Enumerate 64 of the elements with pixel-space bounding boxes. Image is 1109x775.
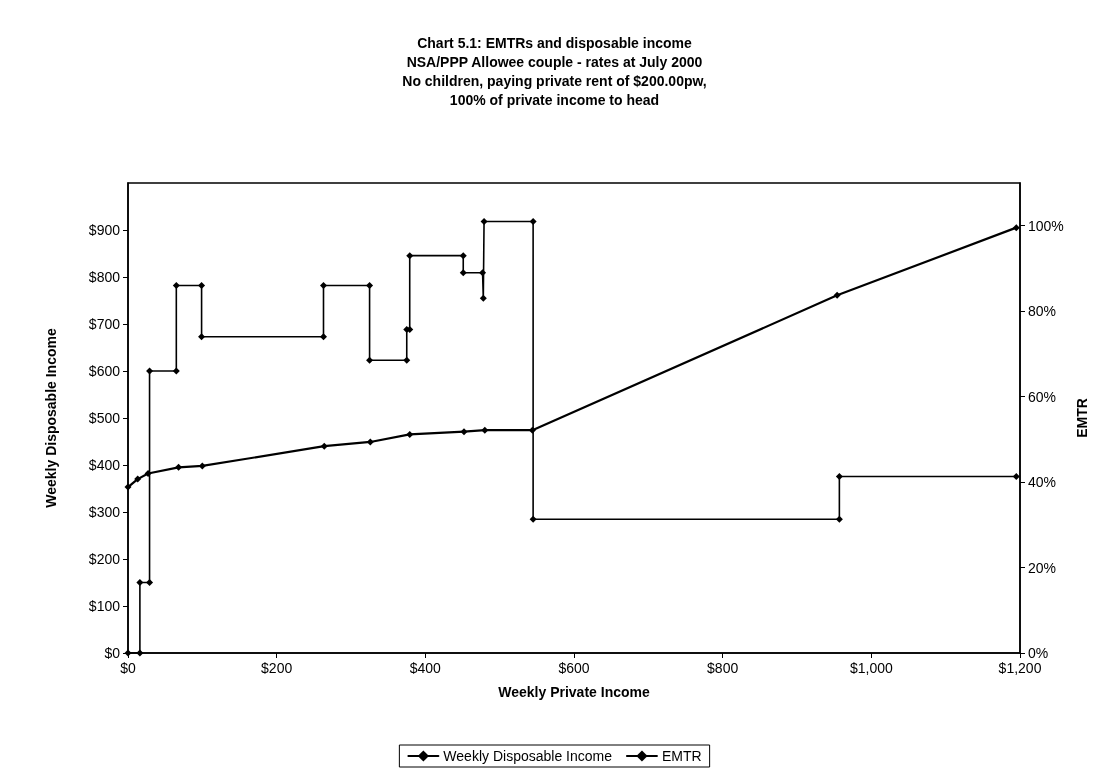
point <box>144 469 152 477</box>
point <box>480 217 488 225</box>
point <box>136 649 144 657</box>
x-tick-label: $200 <box>261 660 293 676</box>
y2-tick-label: 20% <box>1028 559 1057 576</box>
point <box>366 282 374 290</box>
point <box>320 333 327 341</box>
point <box>175 463 183 471</box>
point <box>320 282 327 290</box>
point <box>459 269 467 277</box>
x-tick-label: $1,200 <box>998 660 1042 676</box>
y2-tick-label: 60% <box>1028 388 1057 405</box>
chart-title: Chart 5.1: EMTRs and disposable income NSA/PPP Allowee couple - rates at July 2000 No children, paying private rent of $200.00pw, 100% of private income to head <box>402 34 707 108</box>
y2-tick-label: 40% <box>1028 474 1057 491</box>
legend-label: EMTR <box>661 748 702 764</box>
point <box>529 217 537 225</box>
y-tick-label: $600 <box>88 363 121 379</box>
point <box>403 356 411 364</box>
y2-tick-label: 100% <box>1028 217 1064 234</box>
legend-label: Weekly Disposable Income <box>443 748 613 764</box>
y2-tick-label: 0% <box>1028 645 1049 661</box>
point <box>124 483 132 491</box>
point <box>481 426 489 434</box>
point <box>528 426 536 434</box>
point <box>1012 224 1020 232</box>
point <box>479 269 487 277</box>
y-tick-label: $700 <box>88 316 121 332</box>
point <box>146 367 154 375</box>
y-tick-label: $500 <box>88 410 121 426</box>
point <box>833 291 841 299</box>
point <box>172 367 180 375</box>
y-tick-label: $400 <box>88 457 121 473</box>
x-tick-label: $400 <box>409 660 442 676</box>
x-tick-label: $800 <box>707 660 739 676</box>
point <box>198 282 206 290</box>
y-tick-label: $100 <box>88 598 121 614</box>
y2-tick-label: 80% <box>1028 303 1057 320</box>
y2-axis-title: EMTR <box>1073 398 1090 438</box>
x-tick-label: $1,000 <box>849 660 893 676</box>
point <box>146 579 154 586</box>
point <box>406 252 414 260</box>
point <box>479 294 487 302</box>
point <box>134 475 142 483</box>
y-axis-title: Weekly Disposable Income <box>43 328 59 508</box>
point <box>1012 473 1020 481</box>
x-tick-label: $600 <box>558 660 590 676</box>
y-tick-label: $300 <box>88 504 121 520</box>
y-tick-label: $0 <box>104 645 121 661</box>
x-axis-title: Weekly Private Income <box>498 684 650 700</box>
point <box>835 515 843 523</box>
point <box>835 473 843 481</box>
point <box>406 430 414 438</box>
point <box>172 282 180 290</box>
y-tick-label: $900 <box>88 222 121 238</box>
point <box>198 333 206 341</box>
point <box>320 442 328 450</box>
point <box>136 579 144 586</box>
point <box>529 515 537 523</box>
point <box>460 428 468 436</box>
y-tick-label: $200 <box>88 551 121 567</box>
y-tick-label: $800 <box>88 269 121 285</box>
x-tick-label: $0 <box>120 660 136 676</box>
point <box>366 356 374 364</box>
point <box>459 252 467 260</box>
